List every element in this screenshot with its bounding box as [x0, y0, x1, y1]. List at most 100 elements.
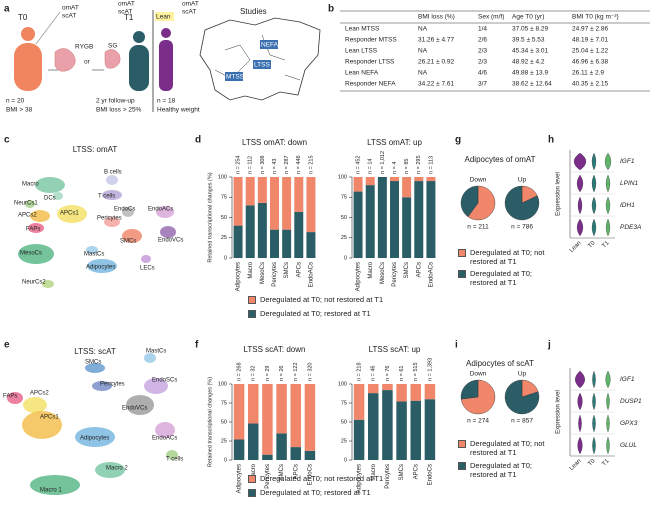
bar-segment [424, 399, 436, 460]
legend-swatch [248, 296, 256, 304]
cluster-label: NeurCs1 [14, 201, 38, 207]
y-tick-label: 0 [224, 457, 227, 463]
bar-segment [396, 384, 407, 402]
gene-label: GPX3 [620, 420, 638, 427]
table-cell: 24.97 ± 2.86 [572, 26, 608, 33]
table-cell: 40.35 ± 2.15 [572, 81, 608, 88]
violin [577, 436, 583, 455]
violin [573, 152, 587, 171]
violin [591, 152, 597, 171]
stomach [104, 49, 121, 69]
bar-segment [294, 211, 304, 258]
y-tick-label: 75 [341, 195, 347, 201]
cluster-label: FAPs [26, 227, 40, 233]
bar-segment [233, 177, 243, 226]
cluster [155, 422, 175, 438]
table-cell: Responder LTSS [345, 59, 395, 66]
cluster [18, 244, 54, 264]
n-label: n = 61 [399, 366, 405, 381]
pie-label: Up [518, 371, 527, 378]
cluster-label: Pericytes [100, 382, 125, 388]
bar-segment [270, 229, 279, 258]
bar-segment [390, 177, 399, 182]
person-body [129, 45, 149, 91]
violin [576, 218, 584, 237]
gene-label: DUSP1 [620, 398, 642, 405]
cluster [7, 392, 23, 404]
cluster-label: EndoCs [114, 207, 135, 213]
bar-segment [233, 225, 243, 258]
y-tick-label: 50 [221, 419, 227, 425]
n-label: n = 85 [404, 159, 410, 174]
cluster-label: EndoVCs [158, 238, 183, 244]
cluster [106, 175, 118, 185]
pie-label: Down [470, 371, 487, 378]
y-tick-label: 0 [344, 255, 347, 261]
bar-segment [270, 177, 279, 230]
legend-swatch [458, 249, 466, 257]
cluster [126, 395, 154, 415]
bar-segment [233, 439, 245, 460]
chart-title: Adipocytes of scAT [466, 359, 534, 368]
bar-segment [290, 447, 301, 460]
bar-segment [353, 191, 363, 258]
cluster-label: APCs2 [18, 213, 37, 219]
n-label: n = 452 [356, 155, 362, 174]
n-label: n = 295 [416, 155, 422, 174]
gene-label: PDE3A [620, 224, 641, 231]
panel-label: d [195, 135, 201, 146]
cluster [22, 411, 62, 439]
n-label: n = 43 [272, 159, 278, 174]
bar-segment [396, 401, 407, 460]
bar-segment [248, 384, 259, 424]
bar-segment [290, 384, 301, 448]
x-tick-label: MesoCs [260, 262, 266, 284]
bar-segment [353, 177, 363, 192]
cluster [141, 255, 151, 263]
cohort-n: n = 20 [6, 98, 25, 105]
legend-text: Deregulated at T0; not restored at T1 [260, 474, 384, 483]
gene-label: GLUL [620, 442, 637, 449]
chart-title: LTSS omAT: down [242, 138, 307, 147]
pointer [35, 11, 61, 45]
cluster-label: APCs1 [60, 211, 79, 217]
table-cell: 38.62 ± 12.64 [512, 81, 552, 88]
bar-segment [245, 205, 255, 258]
legend-entry: Deregulated at T0; restored at T1 [248, 309, 448, 319]
cluster-label: Adipocytes [86, 265, 115, 271]
y-tick-label: 75 [221, 195, 227, 201]
n-label: n = 46 [371, 366, 377, 381]
cluster [156, 206, 174, 218]
cluster [42, 280, 54, 288]
y-tick-label: 100 [218, 174, 227, 180]
map [199, 17, 321, 101]
y-tick-label: 50 [221, 215, 227, 221]
violin [606, 414, 610, 433]
cluster-label: T cells [166, 457, 183, 463]
t0-label: T0 [18, 13, 28, 22]
cluster [166, 450, 178, 460]
pie-label: Down [470, 177, 487, 184]
gene-label: LPIN1 [620, 180, 638, 187]
table-cell: 2/3 [478, 48, 487, 55]
n-label: n = 268 [237, 362, 243, 381]
bar-segment [276, 433, 287, 460]
cluster-label: LECs [140, 266, 155, 272]
n-label: n = 446 [296, 155, 302, 174]
legend-text: Deregulated at T0; restored at T1 [470, 269, 532, 287]
y-axis-label: Retained transcriptional changes (%) [207, 172, 213, 262]
violin [605, 174, 611, 193]
cluster-label: DCs [44, 196, 56, 202]
n-label: n = 287 [284, 155, 290, 174]
violin [606, 436, 610, 455]
violin [605, 218, 611, 237]
chart-title: LTSS scAT: up [369, 345, 421, 354]
legend-swatch [248, 489, 256, 497]
group-label: T1 [601, 458, 611, 468]
bar-segment [426, 181, 436, 258]
bar-segment [410, 384, 421, 401]
n-label: n = 215 [308, 155, 314, 174]
cluster [86, 246, 98, 254]
bar-segment [304, 384, 316, 451]
